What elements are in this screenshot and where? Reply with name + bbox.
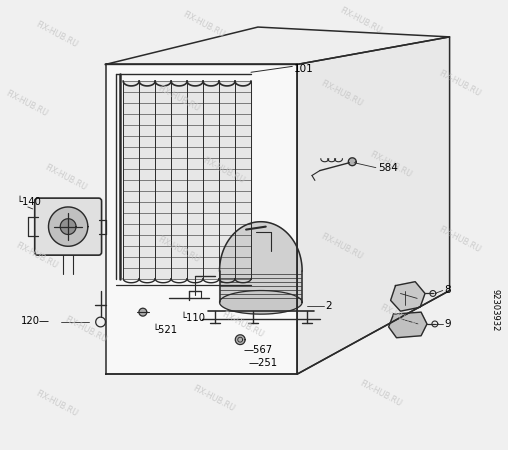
Text: —567: —567: [243, 345, 272, 355]
Polygon shape: [389, 312, 427, 338]
Text: FIX-HUB.RU: FIX-HUB.RU: [157, 234, 202, 264]
Text: 2: 2: [326, 301, 332, 311]
Text: FIX-HUB.RU: FIX-HUB.RU: [5, 89, 49, 118]
Polygon shape: [348, 158, 356, 166]
Text: FIX-HUB.RU: FIX-HUB.RU: [64, 315, 108, 345]
Text: FIX-HUB.RU: FIX-HUB.RU: [201, 156, 246, 185]
Polygon shape: [60, 219, 76, 234]
Text: 101: 101: [294, 64, 314, 74]
Text: 120—: 120—: [21, 316, 50, 326]
Text: FIX-HUB.RU: FIX-HUB.RU: [437, 225, 482, 254]
Polygon shape: [123, 81, 251, 279]
Polygon shape: [391, 282, 425, 311]
Text: FIX-HUB.RU: FIX-HUB.RU: [44, 162, 89, 192]
Text: 92303932: 92303932: [490, 289, 499, 331]
Text: 8: 8: [444, 284, 451, 295]
Text: FIX-HUB.RU: FIX-HUB.RU: [191, 384, 236, 414]
Text: —251: —251: [248, 358, 277, 368]
Text: └110: └110: [180, 313, 205, 323]
Polygon shape: [235, 335, 245, 345]
Text: └521: └521: [153, 325, 178, 335]
Text: FIX-HUB.RU: FIX-HUB.RU: [319, 231, 364, 261]
Text: FIX-HUB.RU: FIX-HUB.RU: [319, 79, 364, 109]
Polygon shape: [139, 308, 147, 316]
Text: FIX-HUB.RU: FIX-HUB.RU: [378, 303, 423, 333]
Polygon shape: [48, 207, 88, 246]
Text: FIX-HUB.RU: FIX-HUB.RU: [339, 5, 384, 35]
Text: FIX-HUB.RU: FIX-HUB.RU: [34, 389, 79, 419]
Polygon shape: [219, 222, 302, 302]
Text: FIX-HUB.RU: FIX-HUB.RU: [220, 310, 266, 340]
Text: FIX-HUB.RU: FIX-HUB.RU: [34, 20, 79, 50]
Polygon shape: [106, 27, 450, 64]
Text: FIX-HUB.RU: FIX-HUB.RU: [14, 241, 59, 271]
Text: └140: └140: [16, 197, 41, 207]
Text: FIX-HUB.RU: FIX-HUB.RU: [181, 10, 226, 40]
Text: FIX-HUB.RU: FIX-HUB.RU: [437, 69, 482, 99]
Text: FIX-HUB.RU: FIX-HUB.RU: [368, 150, 413, 180]
Text: FIX-HUB.RU: FIX-HUB.RU: [157, 84, 202, 113]
Text: 584: 584: [378, 162, 398, 173]
FancyBboxPatch shape: [35, 198, 102, 255]
Polygon shape: [106, 64, 297, 374]
Text: FIX-HUB.RU: FIX-HUB.RU: [358, 379, 403, 409]
Polygon shape: [219, 291, 302, 314]
Text: 9: 9: [444, 319, 451, 329]
Polygon shape: [297, 37, 450, 374]
